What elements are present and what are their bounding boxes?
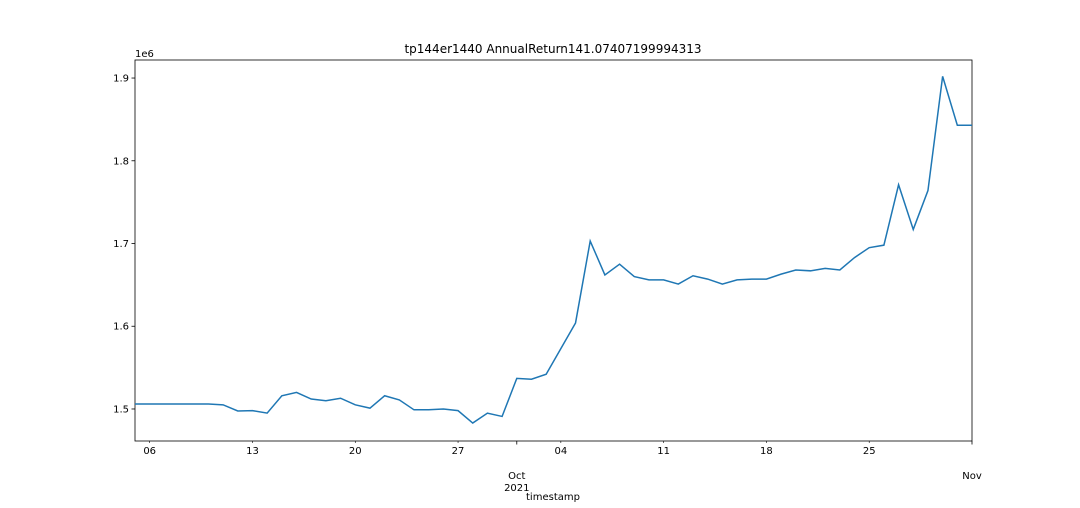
x-tick-label: 20 <box>349 446 362 457</box>
y-tick-label: 1.6 <box>113 322 129 333</box>
plot-frame <box>134 59 973 442</box>
y-tick-label: 1.9 <box>113 74 129 85</box>
x-axis-label: timestamp <box>526 492 580 503</box>
x-tick-label: 27 <box>452 446 465 457</box>
x-major-tick-label: Oct 2021 <box>504 471 529 494</box>
y-tick-label: 1.5 <box>113 404 129 415</box>
line-series <box>135 76 972 424</box>
y-offset-label: 1e6 <box>135 49 154 60</box>
x-tick-label: 25 <box>863 446 876 457</box>
x-tick-label: 13 <box>246 446 259 457</box>
x-tick-label: 18 <box>760 446 773 457</box>
x-tick-label: 04 <box>554 446 567 457</box>
chart-title: tp144er1440 AnnualReturn141.074071999943… <box>404 42 701 56</box>
y-tick-label: 1.7 <box>113 239 129 250</box>
x-tick-label: 11 <box>657 446 670 457</box>
x-major-tick-label: Nov <box>962 471 982 482</box>
y-tick-label: 1.8 <box>113 156 129 167</box>
x-tick-label: 06 <box>143 446 156 457</box>
